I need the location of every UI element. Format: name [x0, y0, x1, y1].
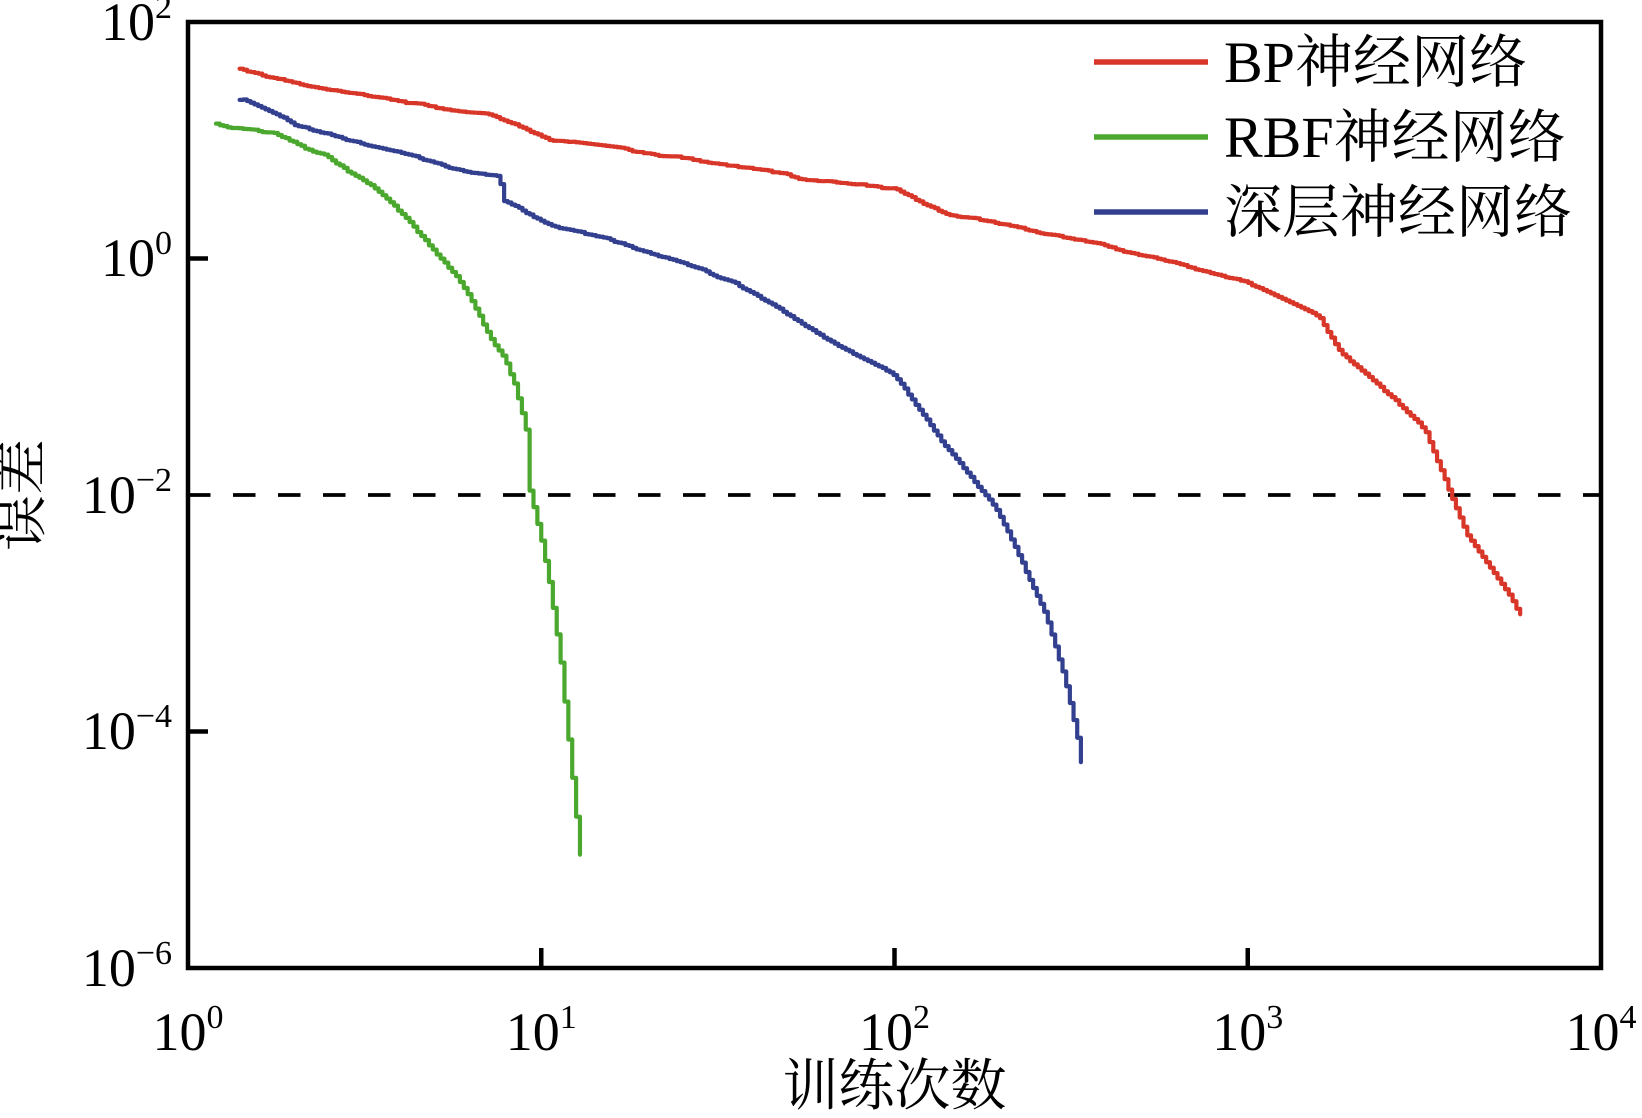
svg-text:RBF神经网络: RBF神经网络: [1224, 105, 1566, 170]
svg-text:101: 101: [506, 999, 577, 1062]
svg-text:100: 100: [101, 225, 172, 288]
svg-text:10−6: 10−6: [82, 935, 172, 998]
svg-text:100: 100: [153, 999, 224, 1062]
svg-text:10−2: 10−2: [82, 462, 172, 525]
svg-text:深层神经网络: 深层神经网络: [1224, 180, 1572, 245]
svg-text:误差: 误差: [0, 439, 53, 551]
svg-text:102: 102: [859, 999, 930, 1062]
svg-text:10−4: 10−4: [82, 698, 172, 761]
svg-text:训练次数: 训练次数: [783, 1056, 1007, 1113]
svg-text:BP神经网络: BP神经网络: [1224, 30, 1527, 95]
svg-text:103: 103: [1212, 999, 1283, 1062]
svg-text:102: 102: [101, 0, 172, 52]
svg-text:104: 104: [1566, 999, 1637, 1062]
